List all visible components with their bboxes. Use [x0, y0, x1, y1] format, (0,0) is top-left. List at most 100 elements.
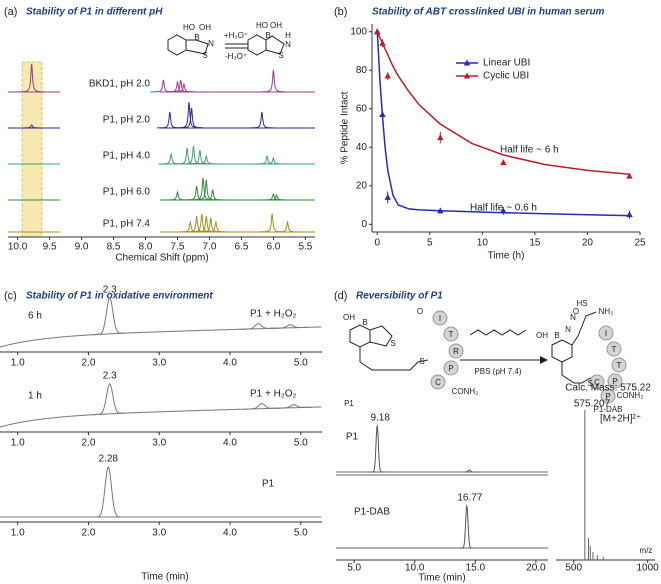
- structure-text: N: [570, 313, 576, 322]
- panel-title: Stability of P1 in different pH: [26, 7, 163, 18]
- bead-label: P: [448, 364, 453, 373]
- spectrum-label: P1, pH 7.4: [103, 219, 151, 230]
- annotation: Half life ~ 0.6 h: [470, 203, 537, 214]
- x-tick-label: 5: [427, 238, 433, 249]
- x-tick-label: 25: [634, 238, 646, 249]
- x-tick-label: 7.0: [203, 242, 217, 253]
- spectrum-peak: [190, 177, 216, 201]
- x-tick-label: 9.0: [75, 242, 89, 253]
- sample-label: P1: [262, 479, 275, 490]
- structure-text: N: [208, 39, 214, 48]
- data-point: [500, 159, 507, 166]
- structure-text: S: [587, 379, 592, 388]
- structure-text: O: [573, 307, 579, 316]
- structure-text: HS: [576, 299, 587, 308]
- chromatogram-peak: [272, 324, 308, 329]
- peak-label: 2.3: [103, 284, 117, 295]
- panel-label: (b): [334, 6, 347, 18]
- structure-text: HO: [183, 23, 195, 32]
- structure-text: CONH₂: [452, 387, 479, 396]
- spectrum-peak: [199, 188, 226, 201]
- y-tick-label: 60: [356, 103, 368, 114]
- spectrum-peak: [157, 111, 183, 129]
- spectrum-peak: [193, 179, 220, 201]
- x-tick-label: 2.0: [82, 358, 96, 369]
- fit-curve: [376, 31, 630, 217]
- data-point: [384, 72, 391, 79]
- spectrum-peak: [254, 154, 280, 165]
- calc-mass: Calc. Mass: 575.22: [565, 383, 651, 394]
- structure-text: S: [390, 339, 395, 348]
- bead-label: C: [594, 378, 600, 387]
- peptide-bead: [607, 373, 623, 389]
- structure-text: CONH₂: [617, 391, 644, 400]
- data-point: [379, 111, 386, 118]
- x-tick-label: 5.0: [294, 438, 308, 449]
- peptide-bead: [432, 310, 448, 326]
- spectrum-peak: [263, 194, 290, 201]
- y-tick-label: 80: [356, 65, 368, 76]
- data-point: [379, 39, 386, 46]
- spectrum-peak: [167, 79, 194, 93]
- data-point: [500, 207, 507, 214]
- peak-label: 2.28: [99, 454, 119, 465]
- x-tick-label: 1000: [636, 563, 659, 574]
- x-axis-label: Chemical Shift (ppm): [115, 253, 208, 264]
- trace-label: P1-DAB: [354, 507, 390, 518]
- peptide-bead: [611, 357, 627, 373]
- structure-text: OH: [536, 331, 548, 340]
- sample-label: P1 + H₂O₂: [250, 309, 297, 320]
- x-tick-label: 10.0: [8, 242, 28, 253]
- data-point: [626, 211, 633, 218]
- structure-text: OH: [199, 23, 211, 32]
- structure-text: S: [202, 51, 207, 60]
- x-tick-label: 500: [565, 563, 582, 574]
- structure-text: P1: [344, 399, 354, 408]
- panel-label: (c): [4, 290, 17, 302]
- y-tick-label: 20: [356, 180, 368, 191]
- panel-title: Stability of ABT crosslinked UBI in huma…: [372, 7, 605, 18]
- structure-text: O: [417, 307, 423, 316]
- spectrum-peak: [164, 190, 191, 201]
- y-tick-label: 0: [361, 219, 367, 230]
- x-tick-label: 6.5: [234, 242, 248, 253]
- x-tick-label: 5.0: [294, 528, 308, 539]
- chromatogram-peak: [91, 383, 128, 416]
- x-tick-label: 6.0: [266, 242, 280, 253]
- spectrum-peak: [150, 79, 177, 93]
- x-tick-label: 1.0: [11, 438, 25, 449]
- chromatogram-peak: [240, 323, 276, 330]
- x-tick-label: 8.0: [139, 242, 153, 253]
- peptide-bead: [600, 388, 616, 404]
- chromatogram-peak: [90, 466, 126, 518]
- spectrum-peak: [249, 111, 275, 129]
- bead-label: P: [605, 392, 610, 401]
- spectrum-peak: [171, 82, 197, 93]
- x-tick-label: 4.0: [223, 438, 237, 449]
- x-tick-label: 7.5: [171, 242, 185, 253]
- panel-title: Stability of P1 in oxidative environment: [26, 291, 213, 302]
- bead-label: T: [449, 330, 454, 339]
- peptide-bead: [443, 360, 459, 376]
- mass-axis-label: m/z: [640, 546, 653, 555]
- panel-label: (d): [334, 290, 347, 302]
- x-tick-label: 5.0: [347, 563, 361, 574]
- structure-text: NH₂: [599, 307, 614, 316]
- peptide-bead: [589, 374, 605, 390]
- structure-text: N: [565, 325, 571, 334]
- spectrum-peak: [260, 156, 287, 165]
- bead-label: C: [435, 378, 441, 387]
- structure-text: H: [285, 31, 291, 40]
- x-tick-label: 3.0: [152, 528, 166, 539]
- y-axis-label: % Peptide Intact: [340, 91, 351, 164]
- spectrum-peak: [193, 215, 220, 233]
- structure-text: N: [285, 40, 291, 49]
- structure-text: B: [554, 331, 559, 340]
- spectrum-peak: [260, 69, 287, 93]
- spectrum-peak: [274, 220, 301, 233]
- legend-marker: [463, 59, 471, 66]
- x-tick-label: 20: [582, 238, 594, 249]
- peptide-bead: [448, 343, 464, 359]
- structure-a: [167, 34, 285, 56]
- x-tick-label: 2.0: [82, 438, 96, 449]
